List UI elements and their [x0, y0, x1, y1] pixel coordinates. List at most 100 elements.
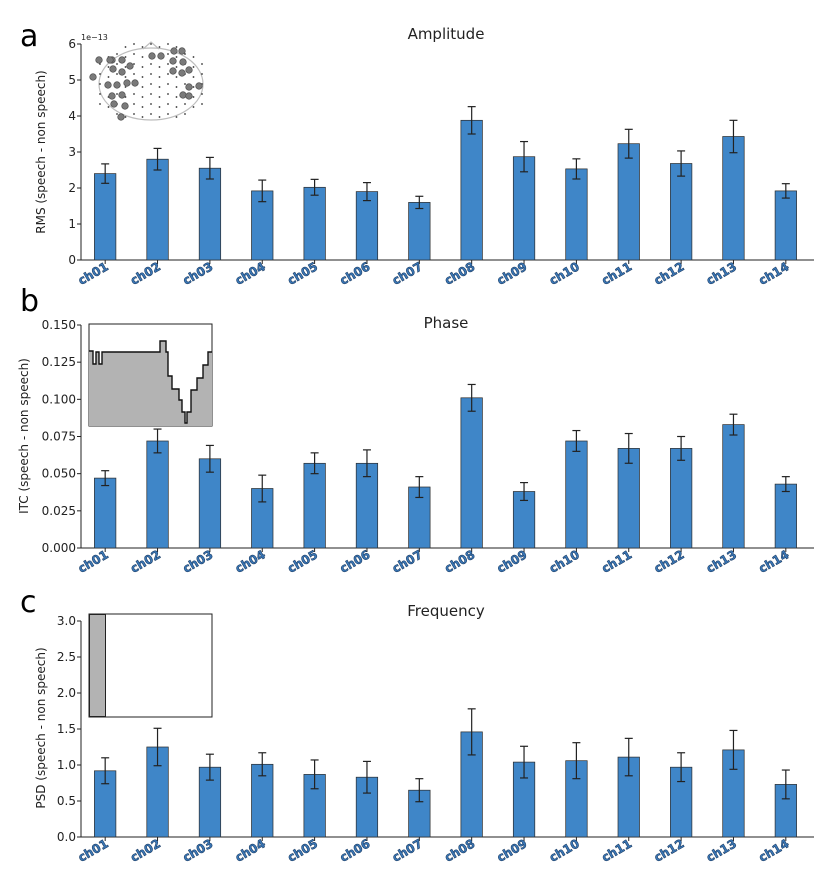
bar-ch06 [355, 191, 379, 261]
x-tick-label-ch04: ch04 [233, 547, 268, 575]
y-tick-label: 0.075 [42, 430, 76, 444]
y-tick-label: 1.0 [57, 758, 76, 772]
y-offset-text: 1e−13 [81, 33, 108, 42]
sensor-dot [116, 63, 118, 65]
panel-amplitude: a Amplitude 1e−13 RMS (speech - non spee… [20, 19, 814, 288]
bar-ch08 [460, 397, 483, 549]
x-tick-label-ch10: ch10 [547, 836, 582, 864]
x-tick-label-ch13: ch13 [704, 259, 739, 287]
bar-ch12 [670, 163, 693, 261]
y-tick-label: 0.025 [42, 504, 76, 518]
y-axis-label-phase: ITC (speech - non speech) [17, 358, 31, 514]
x-tick-label-ch05: ch05 [285, 836, 320, 864]
bar-ch07 [408, 202, 431, 261]
sensor-dot [167, 63, 169, 65]
sensor-dot [133, 73, 135, 75]
bar-ch10 [565, 440, 588, 549]
channel-dot [113, 81, 121, 89]
x-tick-label-ch08: ch08 [442, 836, 477, 864]
sensor-dot [167, 43, 169, 45]
sensor-dot [141, 106, 144, 108]
bar-ch14 [774, 483, 797, 549]
chart-title-phase: Phase [424, 314, 469, 332]
inset-band [89, 614, 106, 717]
bar-ch10 [565, 168, 588, 261]
sensor-dot [167, 53, 169, 55]
bar-ch05 [303, 462, 326, 549]
channel-dot [148, 52, 156, 60]
sensor-dot [107, 76, 110, 78]
y-tick-label: 3.0 [57, 614, 76, 628]
x-tick-label-ch09: ch09 [495, 836, 530, 864]
sensor-dot [107, 106, 110, 108]
sensor-dot [150, 63, 152, 65]
y-tick-label: 0.000 [42, 541, 76, 555]
sensor-dot [167, 93, 169, 95]
sensor-dot [124, 86, 127, 88]
panel-frequency: c Frequency PSD (speech - non speech) 0.… [20, 585, 814, 865]
head-outline [98, 47, 204, 121]
channel-dot [118, 56, 126, 64]
sensor-dot [124, 56, 127, 58]
bar-ch13 [722, 136, 745, 261]
step-profile-inset [88, 323, 213, 427]
x-tick-label-ch11: ch11 [599, 547, 634, 575]
channel-dot [109, 65, 117, 73]
bar-ch02 [146, 158, 169, 261]
bars-amplitude [94, 106, 797, 261]
sensor-dot [141, 86, 144, 88]
sensor-dot [133, 53, 135, 55]
channel-dot [178, 47, 186, 55]
sensor-dot [175, 56, 178, 58]
channel-dot [179, 58, 187, 66]
sensor-dot [192, 86, 195, 88]
bar-ch13 [722, 424, 745, 549]
sensor-dot [141, 116, 144, 118]
panel-letter-b: b [20, 284, 39, 319]
x-tick-label-ch02: ch02 [128, 547, 163, 575]
sensor-dot [124, 116, 127, 118]
x-tick-label-ch12: ch12 [652, 836, 687, 864]
sensor-dot [158, 66, 161, 68]
sensor-dot [141, 56, 144, 58]
sensor-dot [175, 76, 178, 78]
y-tick-label: 0.100 [42, 392, 76, 406]
bar-ch14 [774, 190, 797, 261]
sensor-dot [124, 76, 127, 78]
x-tick-label-ch10: ch10 [547, 259, 582, 287]
y-tick-label: 1 [68, 217, 76, 231]
sensor-dot [141, 66, 144, 68]
sensor-dot [175, 106, 178, 108]
x-tick-label-ch02: ch02 [128, 259, 163, 287]
channel-dot [131, 79, 139, 87]
sensor-dot [107, 66, 110, 68]
channel-dot [117, 113, 125, 121]
channel-dot [169, 67, 177, 75]
channel-dot [108, 92, 116, 100]
x-tick-label-ch11: ch11 [599, 836, 634, 864]
x-tick-label-ch07: ch07 [390, 836, 425, 864]
sensor-dot [167, 103, 169, 105]
inset-step-line [89, 340, 212, 424]
inset-fill-area [89, 341, 212, 426]
sensor-dot [184, 53, 186, 55]
topomap-inset [89, 41, 204, 121]
y-tick-label: 1.5 [57, 722, 76, 736]
x-tick-label-ch03: ch03 [180, 836, 215, 864]
sensor-dot [133, 63, 135, 65]
y-tick-label: 0.050 [42, 467, 76, 481]
y-tick-label: 2.5 [57, 650, 76, 664]
x-tick-label-ch04: ch04 [233, 259, 268, 287]
sensor-dot [192, 66, 195, 68]
sensor-dot [175, 96, 178, 98]
y-tick-label: 0 [68, 253, 76, 267]
sensor-dot [192, 76, 195, 78]
nose-outline [142, 41, 160, 50]
y-axis-label-amplitude: RMS (speech - non speech) [34, 70, 48, 234]
sensor-dot [141, 76, 144, 78]
sensor-dot [141, 96, 144, 98]
x-tick-label-ch13: ch13 [704, 547, 739, 575]
sensor-dot [158, 106, 161, 108]
sensor-dot [99, 83, 101, 85]
sensor-dot [201, 103, 203, 105]
